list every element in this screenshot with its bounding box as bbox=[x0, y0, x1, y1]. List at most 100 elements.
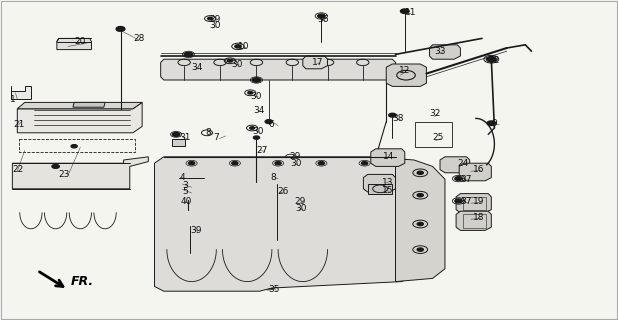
Circle shape bbox=[417, 222, 423, 226]
Circle shape bbox=[208, 17, 213, 20]
Text: 29: 29 bbox=[295, 197, 306, 206]
Text: 6: 6 bbox=[269, 120, 274, 129]
Circle shape bbox=[486, 57, 496, 62]
Text: 30: 30 bbox=[250, 92, 262, 100]
Polygon shape bbox=[17, 102, 142, 133]
Text: 22: 22 bbox=[12, 165, 23, 174]
Text: 8: 8 bbox=[205, 128, 211, 137]
Circle shape bbox=[252, 78, 261, 82]
Circle shape bbox=[253, 136, 260, 139]
Circle shape bbox=[389, 113, 396, 117]
Text: 13: 13 bbox=[382, 178, 394, 187]
Text: 30: 30 bbox=[209, 21, 221, 30]
Text: 19: 19 bbox=[473, 197, 485, 206]
Text: 30: 30 bbox=[231, 60, 243, 68]
Polygon shape bbox=[456, 194, 491, 213]
Polygon shape bbox=[459, 163, 491, 181]
Circle shape bbox=[250, 127, 255, 129]
Polygon shape bbox=[368, 184, 392, 194]
Text: 7: 7 bbox=[213, 133, 219, 142]
Circle shape bbox=[455, 199, 462, 203]
Circle shape bbox=[265, 284, 273, 289]
Text: 34: 34 bbox=[191, 63, 202, 72]
Polygon shape bbox=[17, 102, 142, 109]
Text: 27: 27 bbox=[256, 146, 268, 155]
Circle shape bbox=[235, 45, 241, 48]
Text: 12: 12 bbox=[399, 66, 410, 75]
Text: 3: 3 bbox=[182, 181, 188, 190]
Text: 32: 32 bbox=[488, 56, 499, 65]
Polygon shape bbox=[170, 178, 207, 200]
Polygon shape bbox=[11, 86, 31, 99]
Text: 29: 29 bbox=[290, 152, 301, 161]
Text: 38: 38 bbox=[392, 114, 404, 123]
Text: 29: 29 bbox=[209, 15, 220, 24]
Text: 40: 40 bbox=[180, 197, 192, 206]
Text: 30: 30 bbox=[295, 204, 307, 212]
Text: 34: 34 bbox=[253, 106, 265, 115]
Circle shape bbox=[362, 162, 368, 165]
Text: 5: 5 bbox=[182, 188, 188, 196]
Text: 39: 39 bbox=[190, 226, 202, 235]
Circle shape bbox=[178, 180, 184, 183]
Text: 4: 4 bbox=[179, 173, 185, 182]
Text: 14: 14 bbox=[383, 152, 394, 161]
Text: 21: 21 bbox=[14, 120, 25, 129]
Polygon shape bbox=[172, 139, 185, 146]
Text: 30: 30 bbox=[252, 127, 264, 136]
Circle shape bbox=[400, 9, 409, 13]
Text: 24: 24 bbox=[457, 159, 468, 168]
Bar bbox=[415, 122, 452, 147]
Circle shape bbox=[417, 171, 423, 174]
Circle shape bbox=[172, 132, 180, 136]
Circle shape bbox=[248, 92, 253, 94]
Text: 28: 28 bbox=[133, 34, 144, 43]
Circle shape bbox=[487, 121, 496, 125]
Circle shape bbox=[116, 27, 125, 31]
Polygon shape bbox=[73, 102, 105, 107]
Circle shape bbox=[318, 162, 324, 165]
Polygon shape bbox=[371, 149, 405, 166]
Circle shape bbox=[185, 208, 192, 211]
Text: 26: 26 bbox=[277, 188, 288, 196]
Text: 31: 31 bbox=[179, 133, 191, 142]
Text: 18: 18 bbox=[473, 213, 485, 222]
Circle shape bbox=[318, 14, 325, 18]
Polygon shape bbox=[161, 59, 396, 80]
Polygon shape bbox=[371, 157, 445, 282]
Polygon shape bbox=[456, 211, 491, 230]
Polygon shape bbox=[154, 157, 414, 291]
Circle shape bbox=[187, 224, 194, 228]
Text: 1: 1 bbox=[10, 95, 15, 104]
Text: 11: 11 bbox=[405, 8, 417, 17]
Text: 37: 37 bbox=[460, 175, 472, 184]
Bar bbox=[464, 197, 486, 210]
Text: 33: 33 bbox=[434, 47, 446, 56]
Text: 9: 9 bbox=[491, 119, 497, 128]
Polygon shape bbox=[252, 179, 261, 189]
Text: 36: 36 bbox=[317, 15, 329, 24]
Text: 10: 10 bbox=[238, 42, 250, 51]
Circle shape bbox=[178, 186, 184, 189]
Polygon shape bbox=[57, 38, 91, 50]
Text: 17: 17 bbox=[312, 58, 324, 67]
Polygon shape bbox=[440, 157, 470, 173]
Text: 35: 35 bbox=[268, 285, 280, 294]
Text: 32: 32 bbox=[430, 109, 441, 118]
Text: 23: 23 bbox=[59, 170, 70, 179]
Text: 16: 16 bbox=[473, 165, 485, 174]
Bar bbox=[464, 214, 486, 228]
Text: 25: 25 bbox=[433, 133, 444, 142]
Circle shape bbox=[184, 52, 193, 57]
Polygon shape bbox=[363, 174, 396, 192]
Text: 8: 8 bbox=[270, 173, 276, 182]
Circle shape bbox=[71, 145, 77, 148]
Circle shape bbox=[274, 182, 280, 186]
Circle shape bbox=[227, 60, 232, 62]
Circle shape bbox=[232, 162, 238, 165]
Text: 37: 37 bbox=[460, 197, 472, 206]
Text: FR.: FR. bbox=[71, 275, 94, 288]
Circle shape bbox=[455, 177, 462, 180]
Circle shape bbox=[265, 120, 273, 124]
Polygon shape bbox=[12, 157, 148, 189]
